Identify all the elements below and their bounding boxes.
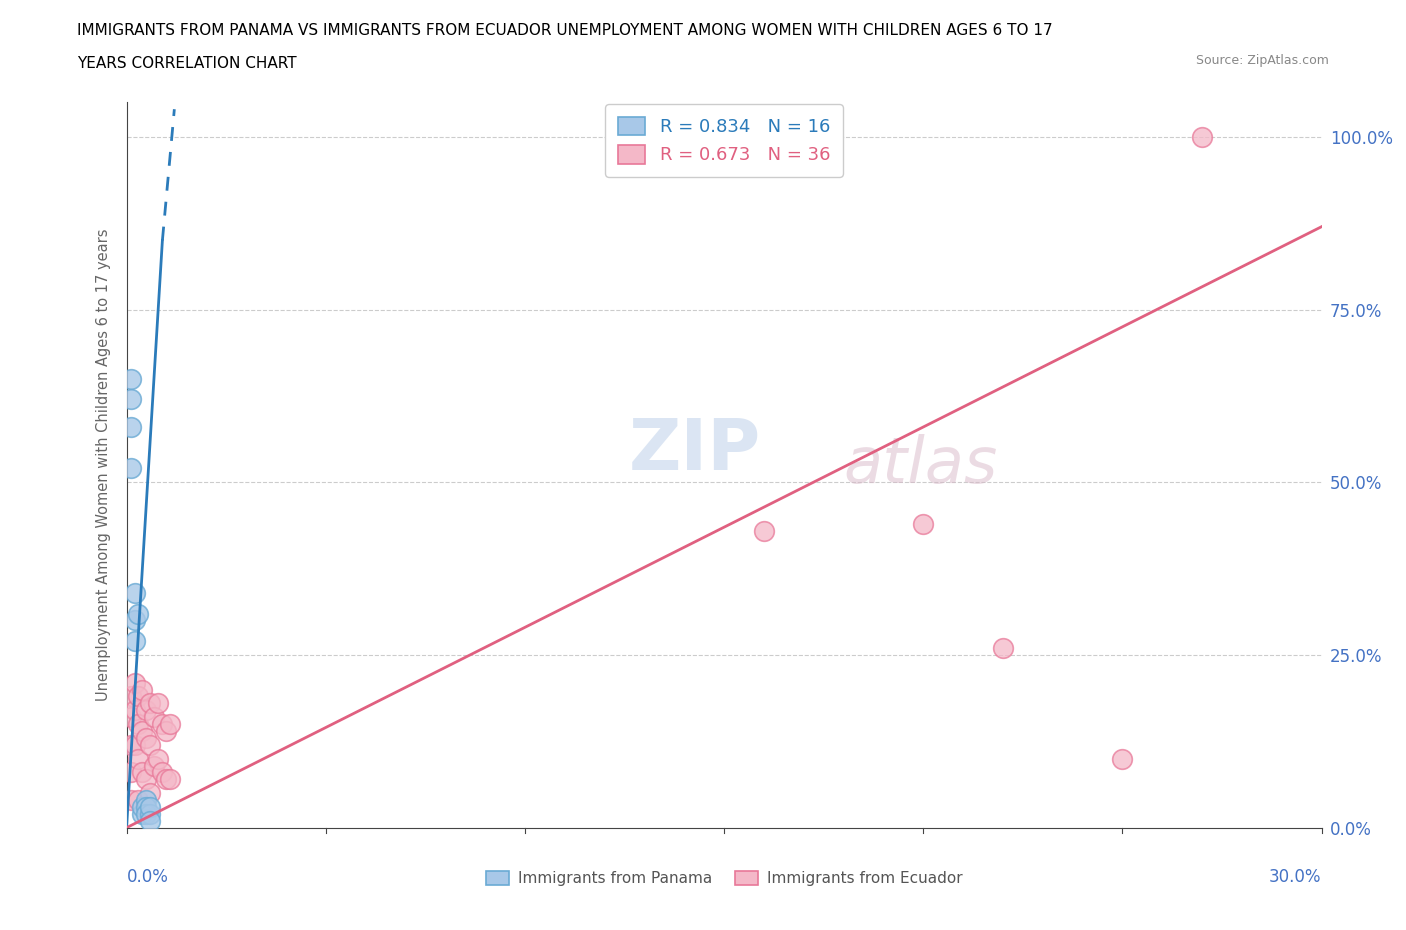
Point	[139, 800, 162, 815]
Point	[155, 724, 177, 738]
Point	[127, 606, 149, 621]
Point	[120, 461, 142, 476]
Point	[991, 641, 1014, 656]
Text: atlas: atlas	[844, 434, 998, 496]
Point	[135, 772, 157, 787]
Point	[139, 696, 162, 711]
Point	[120, 419, 142, 434]
Point	[124, 703, 146, 718]
Point	[159, 772, 181, 787]
Point	[127, 751, 149, 766]
Point	[150, 717, 174, 732]
Point	[124, 613, 146, 628]
Point	[1111, 751, 1133, 766]
Point	[148, 751, 170, 766]
Text: ZIP: ZIP	[628, 416, 761, 485]
Point	[120, 392, 142, 406]
Point	[135, 792, 157, 807]
Text: 0.0%: 0.0%	[127, 868, 169, 885]
Point	[120, 765, 142, 780]
Text: 30.0%: 30.0%	[1270, 868, 1322, 885]
Point	[139, 806, 162, 821]
Point	[139, 786, 162, 801]
Point	[124, 675, 146, 690]
Point	[139, 737, 162, 752]
Point	[155, 772, 177, 787]
Point	[131, 800, 153, 815]
Point	[752, 524, 775, 538]
Legend: Immigrants from Panama, Immigrants from Ecuador: Immigrants from Panama, Immigrants from …	[479, 865, 969, 893]
Point	[124, 633, 146, 648]
Point	[127, 792, 149, 807]
Point	[131, 682, 153, 697]
Point	[120, 689, 142, 704]
Text: IMMIGRANTS FROM PANAMA VS IMMIGRANTS FROM ECUADOR UNEMPLOYMENT AMONG WOMEN WITH : IMMIGRANTS FROM PANAMA VS IMMIGRANTS FRO…	[77, 23, 1053, 38]
Point	[127, 717, 149, 732]
Point	[148, 696, 170, 711]
Point	[131, 724, 153, 738]
Text: YEARS CORRELATION CHART: YEARS CORRELATION CHART	[77, 56, 297, 71]
Point	[131, 806, 153, 821]
Point	[143, 710, 166, 724]
Point	[135, 800, 157, 815]
Point	[912, 516, 935, 531]
Y-axis label: Unemployment Among Women with Children Ages 6 to 17 years: Unemployment Among Women with Children A…	[96, 229, 111, 701]
Point	[120, 737, 142, 752]
Text: Source: ZipAtlas.com: Source: ZipAtlas.com	[1195, 54, 1329, 67]
Point	[159, 717, 181, 732]
Point	[131, 765, 153, 780]
Point	[127, 689, 149, 704]
Point	[139, 814, 162, 829]
Point	[120, 371, 142, 386]
Point	[120, 710, 142, 724]
Point	[120, 792, 142, 807]
Point	[135, 730, 157, 745]
Point	[135, 806, 157, 821]
Point	[150, 765, 174, 780]
Point	[135, 703, 157, 718]
Point	[124, 737, 146, 752]
Point	[124, 585, 146, 600]
Point	[1191, 129, 1213, 144]
Point	[143, 758, 166, 773]
